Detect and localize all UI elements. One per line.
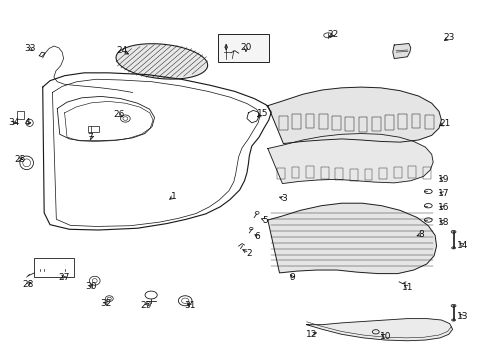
Text: 7: 7	[87, 133, 93, 142]
Bar	[349, 169, 357, 181]
Bar	[331, 116, 340, 130]
Text: 23: 23	[442, 33, 453, 42]
Text: 14: 14	[456, 240, 467, 249]
Bar	[422, 167, 430, 179]
Bar	[407, 166, 415, 178]
Bar	[34, 257, 74, 277]
Bar	[424, 114, 433, 129]
Text: 2: 2	[246, 249, 252, 258]
Text: 24: 24	[116, 46, 127, 55]
Text: 28: 28	[22, 280, 34, 289]
Bar	[291, 167, 299, 178]
Bar	[277, 168, 285, 179]
Text: 12: 12	[305, 330, 317, 339]
Bar	[371, 117, 380, 131]
Text: 3: 3	[281, 194, 286, 203]
Text: 13: 13	[456, 312, 467, 321]
Bar	[217, 34, 268, 62]
Bar	[345, 117, 353, 131]
Bar	[358, 117, 366, 132]
Text: 31: 31	[184, 301, 195, 310]
Polygon shape	[392, 44, 410, 59]
Bar	[292, 114, 301, 129]
Text: 26: 26	[113, 111, 124, 120]
Bar	[305, 166, 313, 178]
Text: 15: 15	[257, 109, 268, 118]
Ellipse shape	[450, 230, 455, 233]
Text: 19: 19	[437, 175, 448, 184]
Text: 16: 16	[437, 203, 448, 212]
Text: 32: 32	[100, 299, 111, 308]
Polygon shape	[116, 44, 207, 79]
Bar	[17, 111, 24, 118]
Bar	[279, 116, 287, 130]
Polygon shape	[306, 319, 452, 341]
Polygon shape	[267, 87, 441, 144]
Text: 20: 20	[240, 43, 251, 52]
Text: 18: 18	[437, 218, 448, 227]
Bar	[393, 167, 401, 178]
Text: 1: 1	[171, 192, 177, 201]
Text: 10: 10	[379, 332, 390, 341]
Text: 6: 6	[254, 232, 260, 241]
Bar	[305, 114, 314, 128]
Text: 21: 21	[438, 119, 449, 128]
Text: 4: 4	[24, 118, 30, 127]
Text: 11: 11	[401, 283, 413, 292]
Bar	[318, 114, 327, 129]
Polygon shape	[267, 134, 432, 184]
Bar	[385, 116, 393, 130]
Ellipse shape	[450, 304, 455, 307]
Text: 5: 5	[262, 216, 267, 225]
Ellipse shape	[451, 319, 455, 321]
Bar	[364, 169, 372, 180]
Text: 27: 27	[58, 273, 69, 282]
Text: 33: 33	[24, 44, 35, 53]
Bar	[88, 126, 99, 132]
Polygon shape	[267, 203, 436, 274]
Text: 17: 17	[437, 189, 448, 198]
Text: 30: 30	[85, 282, 97, 291]
Bar	[335, 168, 343, 180]
Bar	[398, 114, 407, 129]
Text: 22: 22	[326, 30, 338, 39]
Text: 8: 8	[417, 230, 423, 239]
Text: 34: 34	[8, 118, 19, 127]
Bar	[378, 168, 386, 179]
Text: 9: 9	[289, 273, 294, 282]
Ellipse shape	[451, 247, 455, 249]
Text: 29: 29	[141, 301, 152, 310]
Bar	[320, 167, 328, 179]
Bar	[411, 114, 420, 128]
Text: 25: 25	[14, 155, 25, 164]
